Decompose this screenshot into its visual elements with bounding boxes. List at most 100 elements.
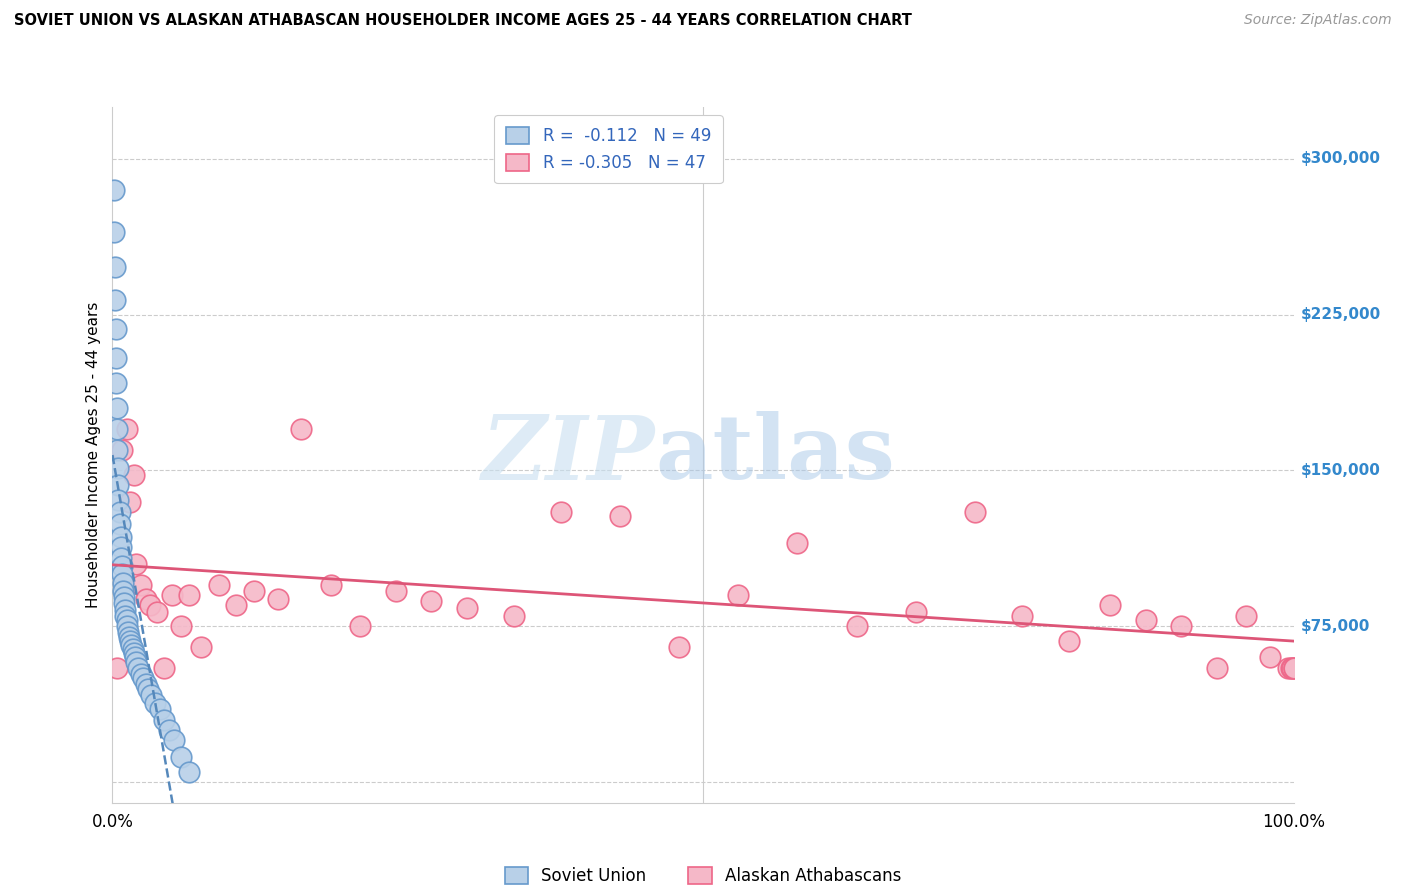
Text: Source: ZipAtlas.com: Source: ZipAtlas.com — [1244, 13, 1392, 28]
Point — [290, 422, 312, 436]
Point — [127, 661, 149, 675]
Point — [115, 422, 138, 436]
Point — [121, 642, 143, 657]
Point — [129, 578, 152, 592]
Point — [135, 677, 157, 691]
Point — [124, 650, 146, 665]
Point — [114, 602, 136, 616]
Point — [105, 401, 128, 416]
Point — [135, 592, 157, 607]
Point — [1258, 650, 1281, 665]
Text: SOVIET UNION VS ALASKAN ATHABASCAN HOUSEHOLDER INCOME AGES 25 - 44 YEARS CORRELA: SOVIET UNION VS ALASKAN ATHABASCAN HOUSE… — [14, 13, 912, 29]
Point — [117, 625, 139, 640]
Point — [1234, 608, 1257, 623]
Point — [104, 260, 127, 274]
Point — [149, 702, 172, 716]
Point — [153, 661, 176, 675]
Point — [1057, 633, 1080, 648]
Point — [1205, 661, 1227, 675]
Point — [609, 509, 631, 524]
Point — [845, 619, 868, 633]
Point — [110, 530, 132, 544]
Point — [120, 633, 142, 648]
Point — [179, 588, 201, 602]
Point — [1282, 661, 1305, 675]
Point — [111, 567, 134, 582]
Point — [153, 713, 176, 727]
Text: $150,000: $150,000 — [1301, 463, 1381, 478]
Point — [157, 723, 180, 738]
Point — [110, 541, 132, 555]
Point — [1011, 608, 1033, 623]
Point — [904, 605, 927, 619]
Point — [146, 605, 169, 619]
Text: $225,000: $225,000 — [1301, 307, 1381, 322]
Point — [727, 588, 749, 602]
Point — [129, 667, 152, 681]
Point — [420, 594, 443, 608]
Point — [160, 588, 183, 602]
Point — [963, 505, 986, 519]
Point — [385, 584, 408, 599]
Point — [108, 517, 131, 532]
Point — [112, 575, 135, 590]
Point — [1170, 619, 1192, 633]
Point — [267, 592, 290, 607]
Point — [139, 599, 162, 613]
Point — [112, 590, 135, 604]
Point — [118, 630, 141, 644]
Point — [141, 688, 163, 702]
Point — [105, 661, 128, 675]
Point — [190, 640, 212, 654]
Point — [105, 376, 128, 391]
Point — [1277, 661, 1299, 675]
Text: ZIP: ZIP — [482, 412, 655, 498]
Point — [107, 478, 129, 492]
Point — [105, 442, 128, 457]
Point — [243, 584, 266, 599]
Point — [112, 584, 135, 599]
Point — [1281, 661, 1303, 675]
Point — [103, 183, 125, 197]
Text: $300,000: $300,000 — [1301, 152, 1381, 167]
Point — [170, 750, 193, 764]
Point — [122, 467, 145, 482]
Point — [105, 322, 128, 336]
Point — [115, 619, 138, 633]
Point — [122, 646, 145, 660]
Point — [107, 461, 129, 475]
Point — [136, 681, 159, 696]
Point — [105, 351, 128, 366]
Point — [114, 608, 136, 623]
Point — [456, 600, 478, 615]
Point — [111, 442, 134, 457]
Point — [225, 599, 247, 613]
Point — [108, 505, 131, 519]
Point — [110, 550, 132, 565]
Point — [163, 733, 186, 747]
Point — [1282, 661, 1305, 675]
Point — [503, 608, 526, 623]
Point — [103, 225, 125, 239]
Point — [107, 492, 129, 507]
Point — [550, 505, 572, 519]
Point — [120, 494, 142, 508]
Point — [1279, 661, 1302, 675]
Point — [349, 619, 371, 633]
Point — [115, 613, 138, 627]
Point — [125, 655, 148, 669]
Point — [1099, 599, 1122, 613]
Point — [104, 293, 127, 308]
Point — [1135, 613, 1157, 627]
Point — [125, 557, 148, 571]
Point — [668, 640, 690, 654]
Legend: Soviet Union, Alaskan Athabascans: Soviet Union, Alaskan Athabascans — [498, 861, 908, 892]
Text: atlas: atlas — [655, 411, 896, 499]
Text: $75,000: $75,000 — [1301, 619, 1369, 633]
Point — [170, 619, 193, 633]
Y-axis label: Householder Income Ages 25 - 44 years: Householder Income Ages 25 - 44 years — [86, 301, 101, 608]
Point — [105, 422, 128, 436]
Point — [132, 671, 155, 685]
Point — [143, 696, 166, 710]
Point — [208, 578, 231, 592]
